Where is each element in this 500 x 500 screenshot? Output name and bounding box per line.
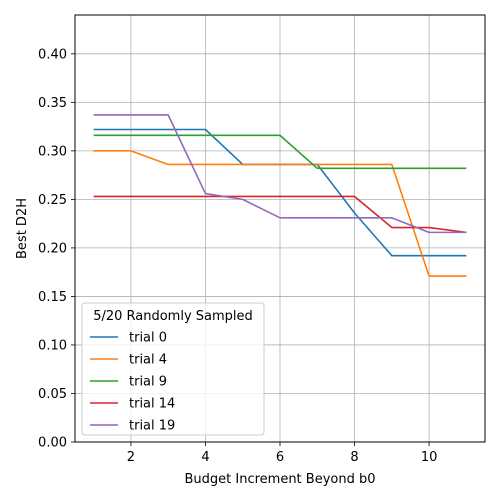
y-tick-label: 0.10 — [38, 338, 67, 353]
legend-title: 5/20 Randomly Sampled — [93, 309, 253, 324]
series-line-trial-14 — [93, 195, 467, 234]
legend-label: trial 4 — [129, 353, 167, 368]
series-line-trial-4 — [93, 150, 467, 277]
x-axis-ticks: 2 4 6 8 10 — [127, 442, 438, 465]
series-line-trial-19 — [93, 114, 467, 234]
x-tick-label: 8 — [350, 450, 358, 465]
x-tick-label: 10 — [421, 450, 438, 465]
y-tick-label: 0.25 — [38, 193, 67, 208]
legend-label: trial 9 — [129, 375, 167, 390]
y-axis-ticks: 0.00 0.05 0.10 0.15 0.20 0.25 0.30 0.35 0.40 — [38, 47, 75, 451]
legend-label: trial 14 — [129, 397, 175, 412]
x-tick-label: 4 — [201, 450, 209, 465]
legend-box — [81, 302, 265, 436]
legend-label: trial 0 — [129, 331, 167, 346]
y-tick-label: 0.05 — [38, 387, 67, 402]
y-axis-label: Best D2H — [15, 198, 30, 259]
legend-label: trial 19 — [129, 419, 175, 434]
y-tick-label: 0.35 — [38, 96, 67, 111]
y-tick-label: 0.15 — [38, 290, 67, 305]
x-tick-label: 2 — [127, 450, 135, 465]
x-tick-label: 6 — [276, 450, 284, 465]
y-tick-label: 0.00 — [38, 436, 67, 451]
y-tick-label: 0.30 — [38, 144, 67, 159]
y-tick-label: 0.40 — [38, 47, 67, 62]
legend-items: trial 0 trial 4 trial 9 trial 14 trial 19 — [90, 331, 175, 434]
series-line-trial-9 — [93, 134, 467, 170]
y-tick-label: 0.20 — [38, 241, 67, 256]
series-lines — [93, 114, 467, 277]
x-axis-label: Budget Increment Beyond b0 — [184, 472, 375, 487]
